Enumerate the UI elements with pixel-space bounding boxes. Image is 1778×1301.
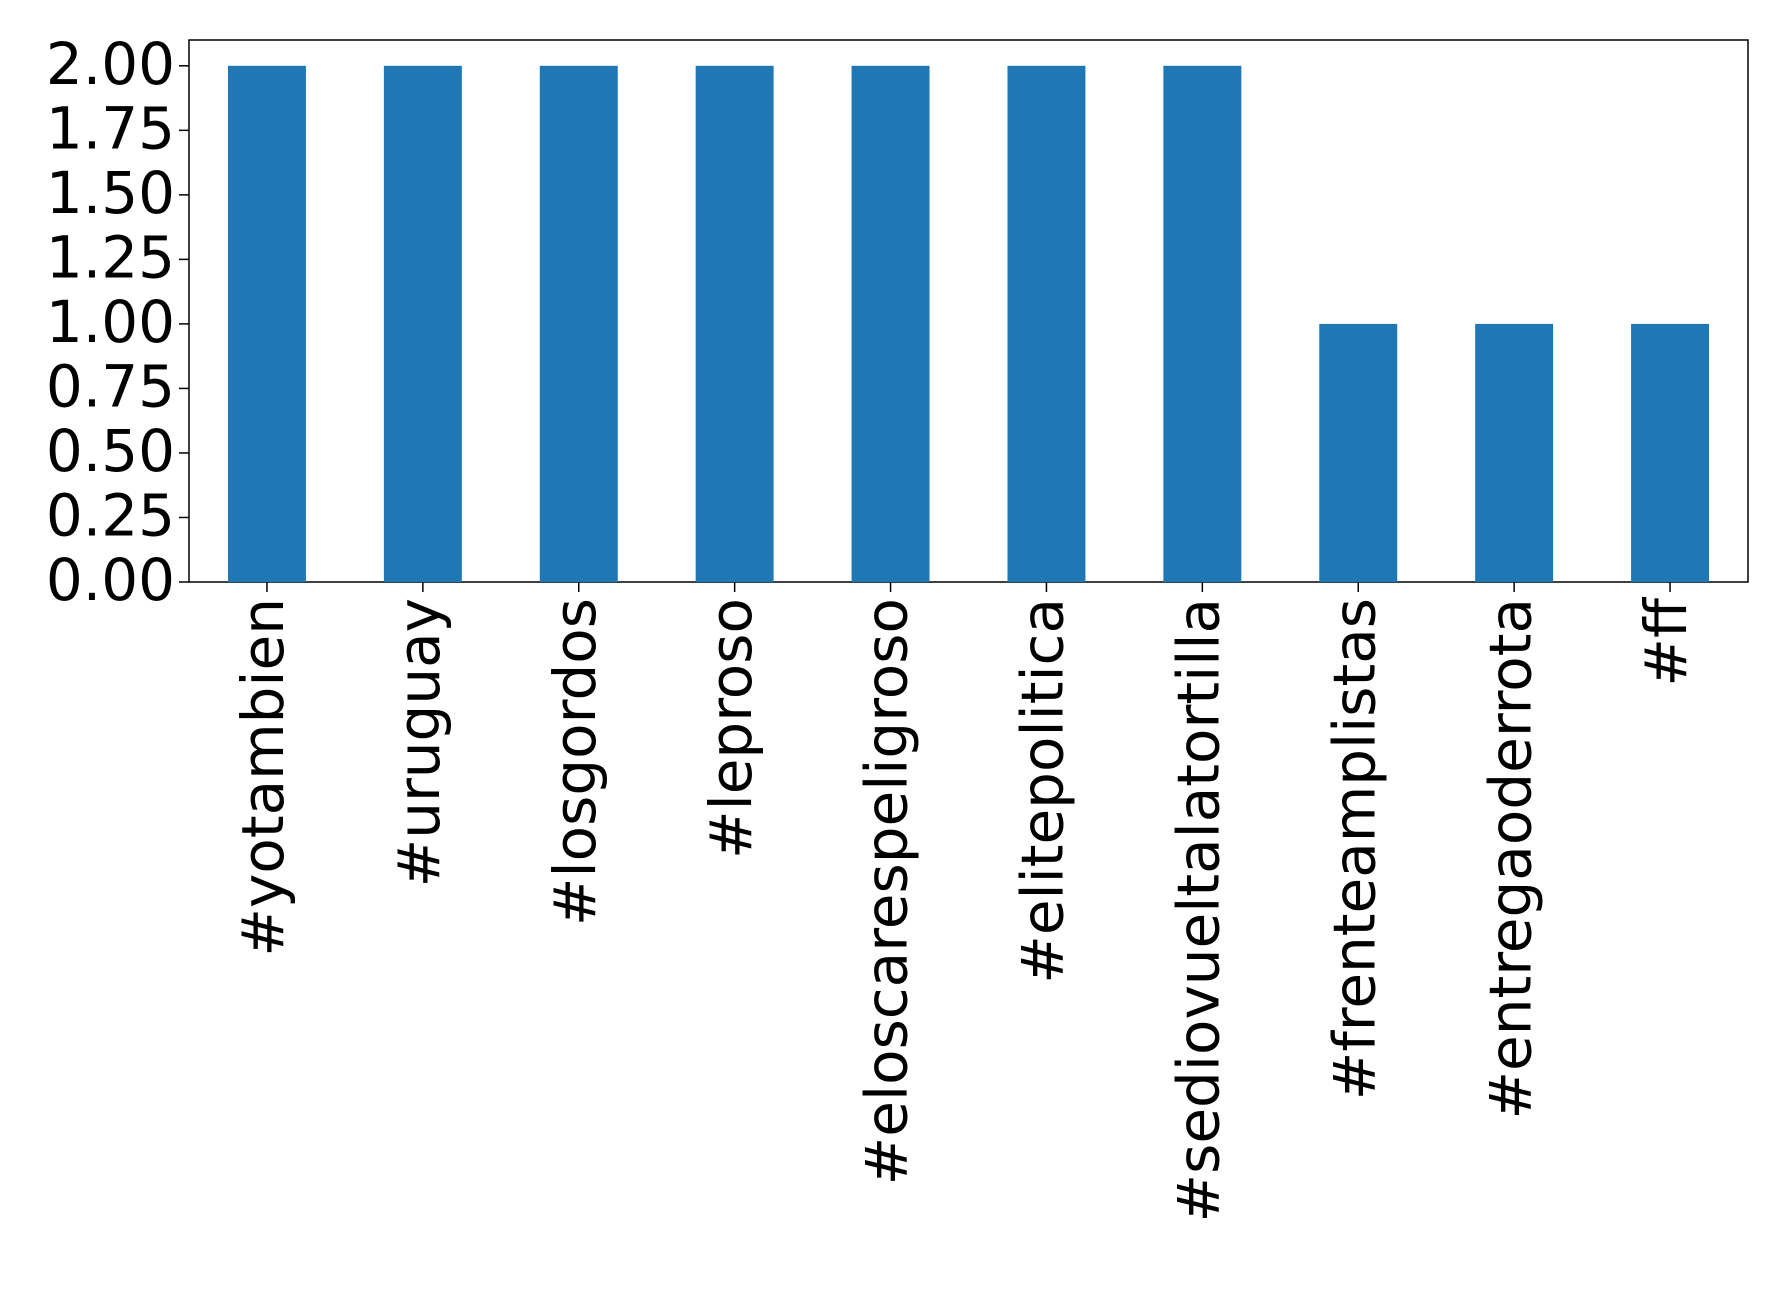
bar — [539, 65, 618, 583]
bar — [1007, 65, 1086, 583]
bar — [227, 65, 306, 583]
x-tick-label: #losgordos — [541, 598, 609, 926]
y-tick-label: 0.75 — [46, 353, 175, 421]
y-tick-label: 1.50 — [46, 159, 175, 227]
x-tick-label: #frenteamplistas — [1320, 598, 1388, 1100]
bar — [851, 65, 930, 583]
bar — [695, 65, 774, 583]
y-tick-label: 0.25 — [46, 482, 175, 550]
y-tick-label: 1.00 — [46, 288, 175, 356]
x-tick-label: #sediovueltalatortilla — [1164, 598, 1232, 1222]
y-tick-label: 2.00 — [46, 30, 175, 98]
bar — [1319, 323, 1398, 582]
x-tick-label: #entregaoderrota — [1476, 598, 1544, 1120]
y-tick-label: 0.00 — [46, 546, 175, 614]
x-tick-label: #uruguay — [385, 598, 453, 887]
bar — [1475, 323, 1554, 582]
bar — [1631, 323, 1710, 582]
y-tick-label: 0.50 — [46, 417, 175, 485]
bar — [383, 65, 462, 583]
axes-frame — [188, 39, 1749, 583]
x-tick-label: #yotambien — [229, 598, 297, 957]
x-tick-label: #leproso — [697, 598, 765, 859]
x-tick-label: #eloscarespeligroso — [853, 598, 921, 1185]
y-tick-label: 1.75 — [46, 94, 175, 162]
x-tick-label: #ff — [1632, 596, 1700, 687]
y-tick-label: 1.25 — [46, 223, 175, 291]
bar — [1163, 65, 1242, 583]
x-tick-label: #elitepolitica — [1009, 598, 1077, 984]
